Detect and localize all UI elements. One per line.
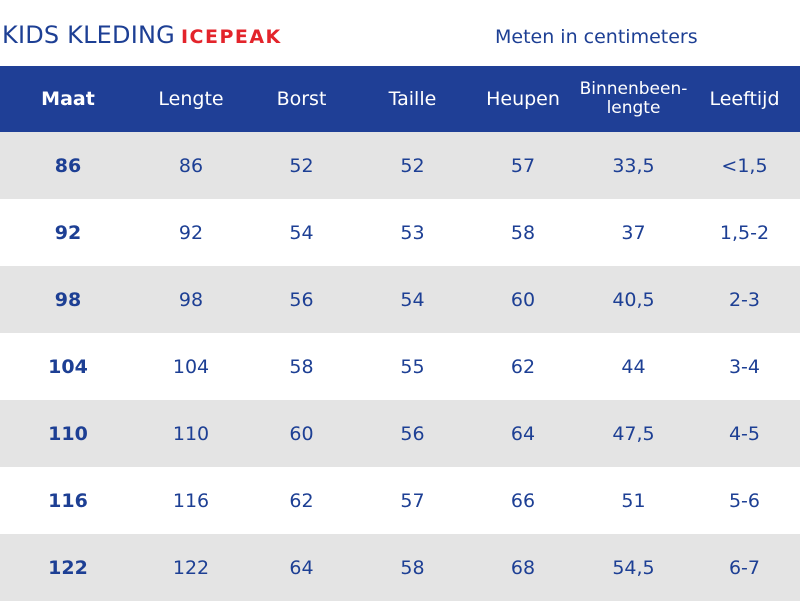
title-text: KIDS KLEDING bbox=[2, 21, 175, 49]
column-header-borst: Borst bbox=[246, 66, 357, 132]
cell-leeftijd: 2-3 bbox=[689, 266, 800, 333]
table-row: 104 104 58 55 62 44 3-4 bbox=[0, 333, 800, 400]
column-header-binnenbeenlengte: Binnenbeen-lengte bbox=[578, 66, 689, 132]
cell-heupen: 60 bbox=[468, 266, 578, 333]
cell-binnenbeenlengte: 40,5 bbox=[578, 266, 689, 333]
table-row: 86 86 52 52 57 33,5 <1,5 bbox=[0, 132, 800, 199]
cell-heupen: 68 bbox=[468, 534, 578, 601]
table-row: 122 122 64 58 68 54,5 6-7 bbox=[0, 534, 800, 601]
cell-lengte: 98 bbox=[136, 266, 246, 333]
cell-lengte: 116 bbox=[136, 467, 246, 534]
cell-taille: 52 bbox=[357, 132, 468, 199]
brand-logo-text: ICEPEAK bbox=[180, 26, 282, 48]
cell-borst: 56 bbox=[246, 266, 357, 333]
cell-borst: 62 bbox=[246, 467, 357, 534]
cell-taille: 58 bbox=[357, 534, 468, 601]
cell-taille: 56 bbox=[357, 400, 468, 467]
table-row: 92 92 54 53 58 37 1,5-2 bbox=[0, 199, 800, 266]
cell-leeftijd: 1,5-2 bbox=[689, 199, 800, 266]
cell-borst: 60 bbox=[246, 400, 357, 467]
unit-note: Meten in centimeters bbox=[495, 26, 698, 48]
cell-borst: 54 bbox=[246, 199, 357, 266]
cell-taille: 57 bbox=[357, 467, 468, 534]
cell-maat: 86 bbox=[0, 132, 136, 199]
cell-heupen: 62 bbox=[468, 333, 578, 400]
cell-lengte: 86 bbox=[136, 132, 246, 199]
cell-binnenbeenlengte: 37 bbox=[578, 199, 689, 266]
cell-lengte: 104 bbox=[136, 333, 246, 400]
cell-binnenbeenlengte: 33,5 bbox=[578, 132, 689, 199]
table-body: 86 86 52 52 57 33,5 <1,5 92 92 54 53 58 37 1,5-2 98 98 5… bbox=[0, 132, 800, 601]
column-header-lengte: Lengte bbox=[136, 66, 246, 132]
cell-heupen: 64 bbox=[468, 400, 578, 467]
cell-lengte: 110 bbox=[136, 400, 246, 467]
column-header-leeftijd: Leeftijd bbox=[689, 66, 800, 132]
column-header-maat: Maat bbox=[0, 66, 136, 132]
cell-leeftijd: <1,5 bbox=[689, 132, 800, 199]
cell-maat: 110 bbox=[0, 400, 136, 467]
page-header: KIDS KLEDING ICEPEAK Meten in centimeters bbox=[0, 0, 800, 66]
cell-borst: 52 bbox=[246, 132, 357, 199]
cell-taille: 55 bbox=[357, 333, 468, 400]
cell-leeftijd: 5-6 bbox=[689, 467, 800, 534]
size-chart-table: Maat Lengte Borst Taille Heupen Binnenbe… bbox=[0, 66, 800, 601]
cell-heupen: 58 bbox=[468, 199, 578, 266]
cell-maat: 92 bbox=[0, 199, 136, 266]
cell-binnenbeenlengte: 51 bbox=[578, 467, 689, 534]
cell-binnenbeenlengte: 54,5 bbox=[578, 534, 689, 601]
cell-taille: 54 bbox=[357, 266, 468, 333]
table-header: Maat Lengte Borst Taille Heupen Binnenbe… bbox=[0, 66, 800, 132]
cell-maat: 104 bbox=[0, 333, 136, 400]
column-header-taille: Taille bbox=[357, 66, 468, 132]
table-row: 110 110 60 56 64 47,5 4-5 bbox=[0, 400, 800, 467]
column-header-heupen: Heupen bbox=[468, 66, 578, 132]
cell-maat: 122 bbox=[0, 534, 136, 601]
cell-binnenbeenlengte: 44 bbox=[578, 333, 689, 400]
cell-maat: 98 bbox=[0, 266, 136, 333]
cell-leeftijd: 3-4 bbox=[689, 333, 800, 400]
cell-maat: 116 bbox=[0, 467, 136, 534]
cell-taille: 53 bbox=[357, 199, 468, 266]
cell-borst: 64 bbox=[246, 534, 357, 601]
cell-heupen: 57 bbox=[468, 132, 578, 199]
cell-lengte: 92 bbox=[136, 199, 246, 266]
cell-leeftijd: 6-7 bbox=[689, 534, 800, 601]
cell-lengte: 122 bbox=[136, 534, 246, 601]
cell-borst: 58 bbox=[246, 333, 357, 400]
table-row: 116 116 62 57 66 51 5-6 bbox=[0, 467, 800, 534]
page-title: KIDS KLEDING ICEPEAK bbox=[2, 20, 282, 53]
cell-binnenbeenlengte: 47,5 bbox=[578, 400, 689, 467]
cell-heupen: 66 bbox=[468, 467, 578, 534]
header-row: Maat Lengte Borst Taille Heupen Binnenbe… bbox=[0, 66, 800, 132]
cell-leeftijd: 4-5 bbox=[689, 400, 800, 467]
table-row: 98 98 56 54 60 40,5 2-3 bbox=[0, 266, 800, 333]
